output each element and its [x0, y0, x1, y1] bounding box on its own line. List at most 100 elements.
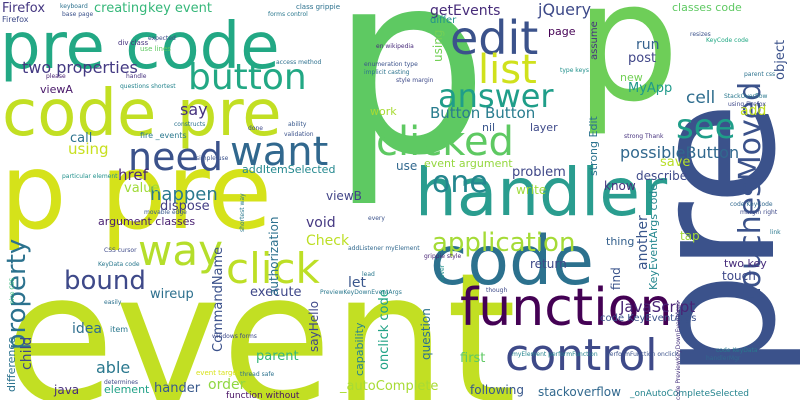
word-creating: creating — [94, 1, 148, 16]
word-use-lines: use lines — [140, 45, 171, 53]
word-viewb: viewB — [326, 189, 362, 203]
word-find: find — [609, 267, 623, 290]
word-ability: ability — [288, 121, 307, 128]
word-keydata-code: KeyData code — [98, 261, 140, 268]
word-thing: thing — [606, 235, 635, 248]
word-jquery: jQuery — [538, 0, 592, 19]
word-myapp: MyApp — [628, 81, 673, 96]
word-add: add — [740, 103, 767, 119]
word-want: want — [230, 129, 329, 175]
word-css-cursor: CSS cursor — [104, 247, 137, 254]
word-enumeration-type: enumeration type — [364, 61, 418, 68]
word-two-properties: two properties — [22, 58, 138, 77]
word-stackoverflow: stackoverflow — [538, 385, 621, 399]
word-grippie-style: grippie style — [424, 253, 462, 260]
word-expected: expected — [148, 35, 176, 42]
word-though: though — [486, 287, 508, 294]
word-answer: answer — [438, 77, 554, 115]
word-keyboard: keyboard — [60, 3, 88, 10]
word-p-large: p — [330, 0, 489, 210]
word-strong-thank: strong Thank — [624, 133, 664, 140]
word-post: post — [628, 51, 657, 66]
word-movable-edge: movable edge — [144, 209, 187, 216]
word-onclick-code: onclick code — [377, 289, 392, 370]
word-assume: assume — [589, 21, 600, 60]
word-stackoverflow-2: StackOverflow — [724, 93, 768, 100]
word-p-pre: p pre — [0, 131, 273, 253]
word-implicit-casting: implicit casting — [364, 69, 410, 76]
word-new: new — [620, 71, 643, 84]
word-windows-forms: windows forms — [212, 333, 257, 340]
word-style-margin: style margin — [396, 77, 434, 84]
word-run: run — [636, 37, 660, 53]
word-differ: differ — [430, 15, 457, 26]
word-click: click — [226, 244, 320, 293]
word-link: link — [770, 229, 781, 236]
word-handlermgr: handlerMgr — [706, 355, 741, 362]
word-cell: cell — [686, 88, 716, 108]
word-value: value — [124, 181, 160, 196]
word-describe: describe — [636, 169, 688, 183]
word-clicked: clicked — [376, 119, 514, 165]
word-en-wikipedia: en wikipedia — [376, 43, 414, 50]
word-autocomplete: _autoComplete — [340, 379, 439, 394]
word-firefox-2: Firefox — [2, 15, 29, 24]
word-item: item — [110, 325, 129, 334]
word-code-previewkeydowneventargs: code PreviewKeyDownEventArgs — [675, 301, 682, 400]
word-particular-element: particular element — [62, 173, 118, 180]
word-nice-css: nice CSS — [9, 277, 16, 304]
word-work: work — [370, 105, 397, 118]
word-list: list — [478, 47, 537, 93]
word-application: application — [432, 228, 576, 258]
word-execute: execute — [250, 285, 302, 300]
word-using: using — [68, 140, 109, 158]
word-code-keyeventargs: code KeyEventArgs — [600, 313, 697, 324]
word-parent-css: parent css — [744, 71, 776, 78]
word-need: need — [128, 135, 223, 179]
word-performfunction-onclick: performFunction onclick — [606, 351, 679, 358]
word-additemselected: addItemSelected — [242, 163, 336, 176]
word-resizes: resizes — [690, 31, 711, 38]
word-void: void — [306, 215, 336, 231]
word-code-keycode: code KeyCode — [730, 201, 773, 208]
word-handle: handle — [126, 73, 147, 80]
word-page: page — [548, 25, 576, 38]
word-constructs: constructs — [174, 121, 206, 128]
word-access-method: access method — [276, 59, 322, 66]
word-margin-right: margin right — [740, 209, 778, 216]
word-using-2: using — [431, 29, 445, 62]
word-difference: difference — [5, 336, 18, 392]
word-dispose: dispose — [160, 199, 210, 214]
word-handler: handler — [415, 154, 668, 231]
word-myelement-performfunction: myElement performFunction — [512, 351, 598, 358]
word-event-target: event target — [196, 369, 240, 377]
word-type-keys: type keys — [560, 67, 589, 74]
word-easily: easily — [104, 299, 122, 306]
word-happen: happen — [150, 184, 218, 205]
word-edit: edit — [450, 11, 539, 65]
word-keyeventargs-code: KeyEventArgs code — [647, 183, 660, 290]
word-onautocompleteselected: _onAutoCompleteSelected — [630, 389, 749, 399]
word-order: order — [208, 377, 246, 393]
word-firefox: Firefox — [2, 1, 46, 16]
word-layer: layer — [530, 121, 558, 134]
word-function: function — [460, 278, 673, 338]
word-hander: hander — [154, 381, 201, 396]
word-write: write — [516, 183, 547, 197]
word-viewa: viewA — [40, 83, 73, 96]
word-java: java — [54, 383, 80, 397]
word-div-class: div class — [118, 39, 149, 47]
word-key-event: key event — [148, 1, 212, 16]
word-p-right: p — [575, 0, 680, 138]
word-know: know — [604, 179, 636, 193]
word-determines: determines — [104, 379, 139, 386]
word-sayhello: sayHello — [307, 300, 321, 352]
word-following: following — [470, 383, 524, 397]
word-code-keydata: code KeyData — [716, 347, 758, 354]
word-say: say — [180, 100, 208, 119]
word-element: element — [104, 383, 150, 396]
word-never: never — [439, 264, 446, 282]
word-every: every — [368, 215, 385, 222]
word-getevents: getEvents — [430, 3, 501, 19]
word-code-pre: code pre — [2, 77, 282, 151]
